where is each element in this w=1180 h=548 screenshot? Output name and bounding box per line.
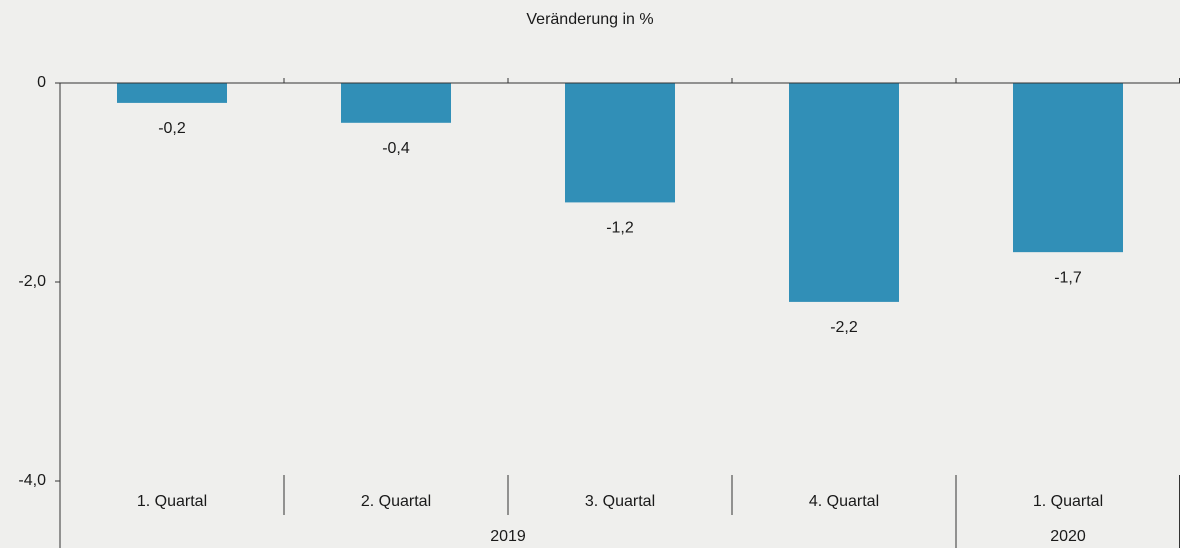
- value-label: -1,7: [1054, 269, 1082, 286]
- x-tick-label: 1. Quartal: [137, 493, 207, 510]
- chart-title: Veränderung in %: [526, 11, 653, 28]
- bar: [789, 83, 899, 302]
- y-tick-label: -4,0: [18, 472, 46, 489]
- x-tick-label: 4. Quartal: [809, 493, 879, 510]
- value-label: -0,4: [382, 140, 410, 157]
- bar: [1013, 83, 1123, 253]
- value-label: -2,2: [830, 319, 858, 336]
- x-tick-label: 1. Quartal: [1033, 493, 1103, 510]
- y-tick-label: -2,0: [18, 273, 46, 290]
- bar: [341, 83, 451, 123]
- y-tick-label: 0: [37, 74, 46, 91]
- group-label: 2019: [490, 528, 526, 545]
- value-label: -1,2: [606, 220, 634, 237]
- bar: [117, 83, 227, 103]
- x-tick-label: 2. Quartal: [361, 493, 431, 510]
- bar: [565, 83, 675, 203]
- x-tick-label: 3. Quartal: [585, 493, 655, 510]
- value-label: -0,2: [158, 120, 186, 137]
- group-label: 2020: [1050, 528, 1086, 545]
